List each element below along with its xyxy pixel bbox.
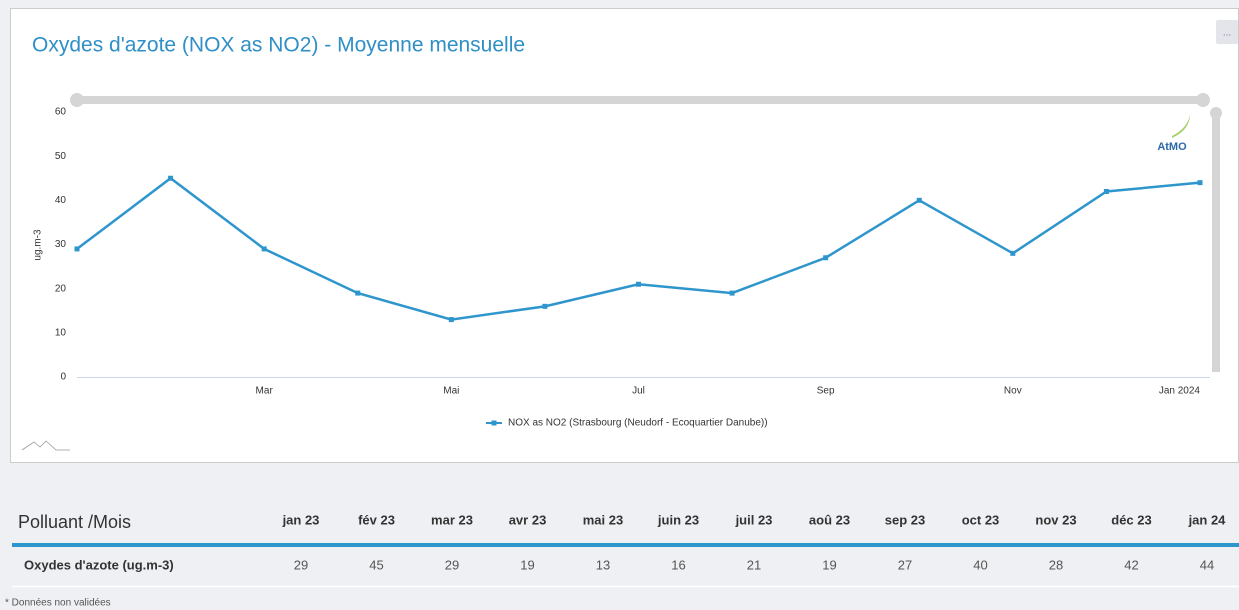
point (448, 317, 454, 323)
point (261, 246, 267, 252)
x-tick-label: Mai (443, 386, 459, 397)
footnote: * Données non validées (5, 598, 111, 609)
table-header: avr 23 (509, 512, 547, 527)
legend-marker (491, 420, 497, 426)
x-tick-label: Jul (632, 386, 645, 397)
table-cell: 21 (747, 557, 761, 572)
navigator-handle[interactable] (70, 93, 84, 107)
table-cell: 13 (596, 557, 610, 572)
table-header: juil 23 (735, 512, 773, 527)
table-cell: 19 (822, 557, 836, 572)
table-header: jan 23 (282, 512, 320, 527)
table-cell: 42 (1124, 557, 1138, 572)
y-tick-label: 50 (55, 151, 67, 162)
row-label: Oxydes d'azote (ug.m-3) (24, 557, 174, 572)
table-cell: 16 (671, 557, 685, 572)
table-cell: 40 (973, 557, 987, 572)
point (542, 303, 548, 309)
x-tick-label: Nov (1004, 386, 1022, 397)
table-cell: 19 (520, 557, 534, 572)
logo-swoosh (1172, 114, 1190, 138)
y-tick-label: 60 (55, 107, 67, 118)
table-cell: 44 (1200, 557, 1214, 572)
table-cell: 45 (369, 557, 383, 572)
table-header: aoû 23 (809, 512, 850, 527)
point (74, 246, 80, 252)
y-tick-label: 30 (55, 239, 67, 250)
logo: AtMO (1157, 141, 1187, 153)
table-header: nov 23 (1035, 512, 1076, 527)
point (823, 255, 829, 261)
chart-panel (10, 8, 1239, 463)
table-cell: 29 (294, 557, 308, 572)
legend-label: NOX as NO2 (Strasbourg (Neudorf - Ecoqua… (508, 418, 768, 429)
table-header: déc 23 (1111, 512, 1151, 527)
menu-button-label[interactable]: ... (1223, 28, 1231, 39)
table-header: mar 23 (431, 512, 473, 527)
y-axis-label: ug.m-3 (33, 229, 44, 261)
x-tick-label: Jan 2024 (1159, 386, 1201, 397)
table-cell: 28 (1049, 557, 1063, 572)
point (168, 175, 174, 181)
point (1010, 250, 1016, 256)
table-header: juin 23 (657, 512, 699, 527)
table-header: fév 23 (358, 512, 395, 527)
scroll-handle[interactable] (1210, 107, 1222, 119)
table-header: oct 23 (962, 512, 1000, 527)
menu-button[interactable] (1216, 20, 1238, 44)
y-tick-label: 20 (55, 283, 67, 294)
x-tick-label: Mar (256, 386, 274, 397)
x-tick-label: Sep (817, 386, 835, 397)
icon (21, 440, 70, 451)
table-cell: 27 (898, 557, 912, 572)
table-header: jan 24 (1188, 512, 1227, 527)
table-header: sep 23 (885, 512, 925, 527)
table-header: mai 23 (583, 512, 623, 527)
y-tick-label: 0 (60, 372, 66, 383)
point (729, 290, 735, 296)
chart-title: Oxydes d'azote (NOX as NO2) - Moyenne me… (32, 34, 525, 57)
y-tick-label: 40 (55, 195, 67, 206)
table-cell: 29 (445, 557, 459, 572)
y-tick-label: 10 (55, 327, 67, 338)
point (355, 290, 361, 296)
point (916, 197, 922, 203)
point (636, 281, 641, 287)
table-header: Polluant /Mois (18, 512, 131, 532)
point (1197, 180, 1203, 186)
point (1103, 189, 1109, 194)
navigator-handle[interactable] (1196, 93, 1210, 107)
